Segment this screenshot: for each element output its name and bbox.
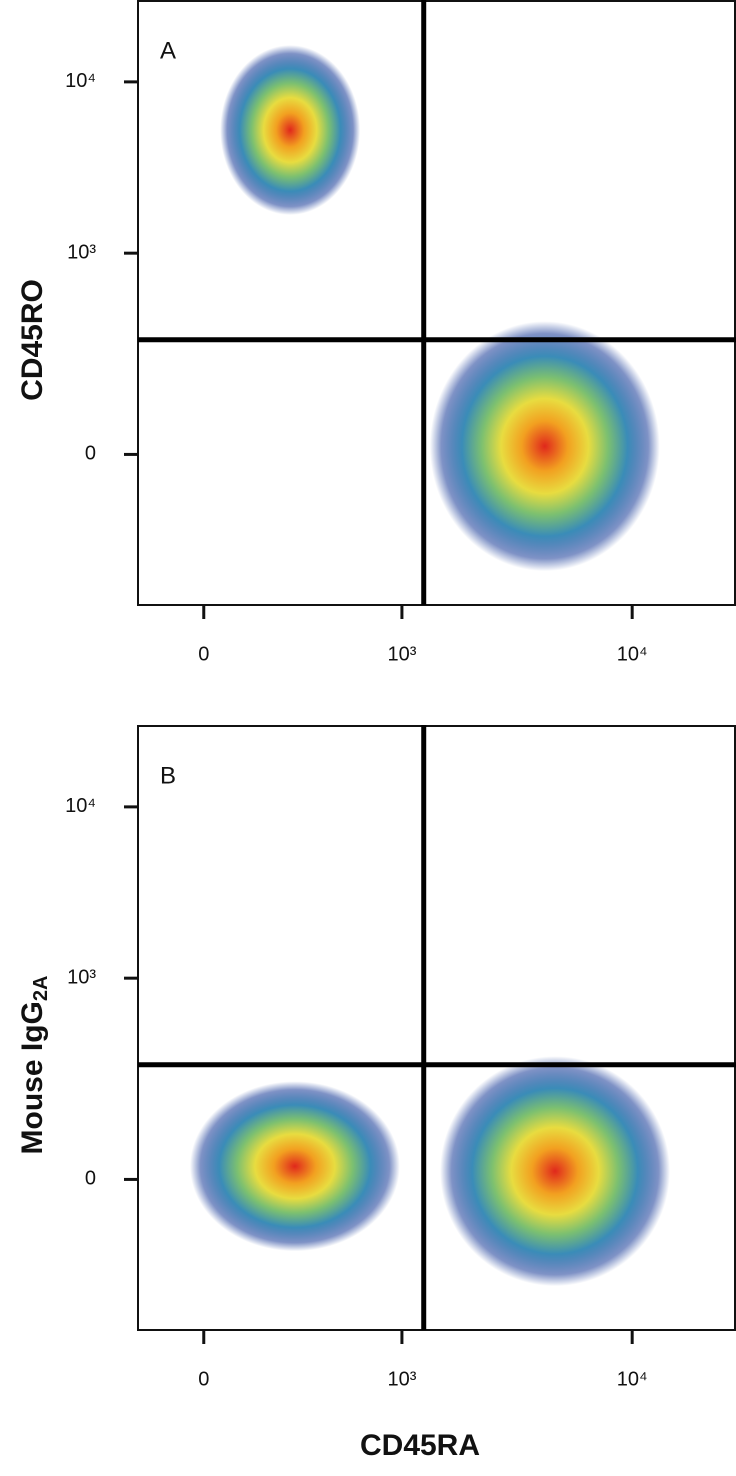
population-density — [220, 45, 361, 216]
y-axis-label-main: Mouse IgG — [16, 1001, 49, 1154]
y-axis-label: CD45RO — [16, 279, 49, 401]
x-tick-label: 10³ — [387, 1368, 416, 1390]
y-axis-label: Mouse IgG2A — [16, 976, 52, 1155]
x-tick-label: 10³ — [387, 643, 416, 665]
y-tick-label: 10³ — [67, 241, 96, 263]
x-tick-label: 0 — [198, 1368, 209, 1390]
y-tick-label: 0 — [85, 1168, 96, 1190]
population-density — [189, 1081, 400, 1252]
x-axis-label: CD45RA — [360, 1429, 480, 1462]
y-axis-label-main: CD45RO — [16, 279, 49, 401]
y-tick-label: 10³ — [67, 966, 96, 988]
x-tick-label: 10⁴ — [617, 643, 648, 665]
population-density — [429, 321, 660, 572]
y-tick-label: 10⁴ — [65, 795, 96, 817]
panel-label: A — [160, 37, 176, 64]
panel-label: B — [160, 762, 176, 789]
y-tick-label: 10⁴ — [65, 70, 96, 92]
y-axis-label-subscript: 2A — [30, 976, 52, 1002]
plot-frame — [137, 725, 736, 1331]
plot-frame — [137, 0, 736, 606]
x-tick-label: 0 — [198, 643, 209, 665]
x-tick-label: 10⁴ — [617, 1368, 648, 1390]
y-tick-label: 0 — [85, 443, 96, 465]
population-density — [440, 1056, 671, 1287]
